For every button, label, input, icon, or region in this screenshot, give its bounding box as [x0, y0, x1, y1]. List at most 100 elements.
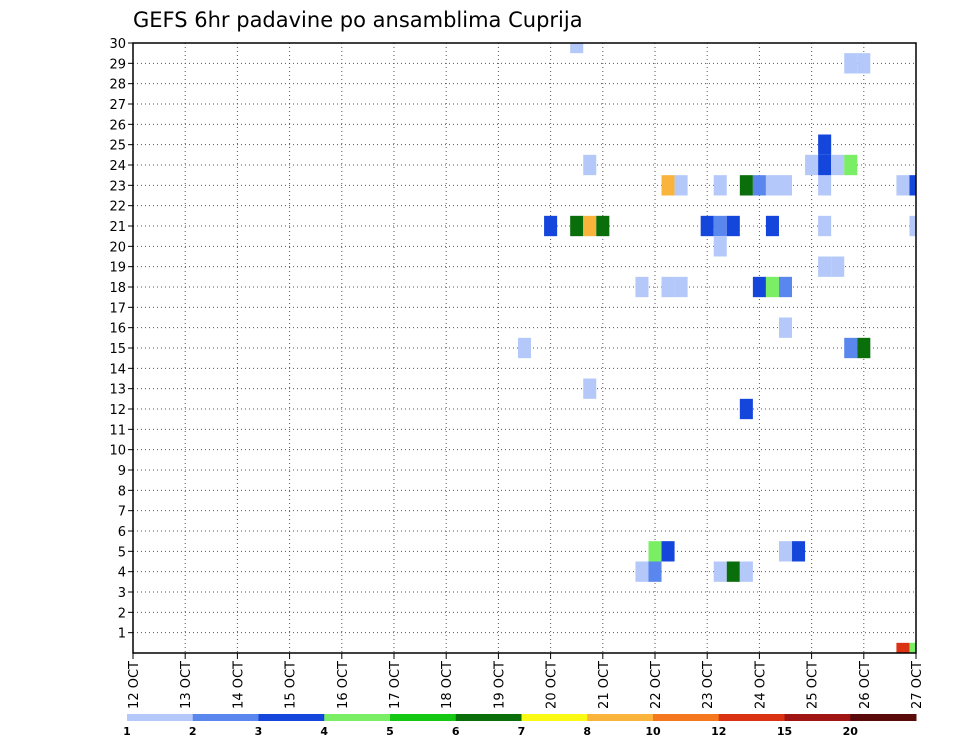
precip-cell — [818, 134, 832, 155]
x-tick-label: 21 OCT — [597, 661, 612, 709]
x-tick-label: 23 OCT — [701, 661, 716, 709]
colorbar-label: 10 — [645, 725, 661, 738]
y-tick-label: 13 — [109, 383, 126, 398]
precip-cell — [818, 256, 832, 277]
y-tick-label: 10 — [109, 444, 126, 459]
precip-cell — [805, 154, 819, 176]
precip-cell — [583, 378, 597, 399]
precip-cell — [661, 276, 675, 298]
colorbar-label: 6 — [452, 725, 460, 738]
y-tick-label: 19 — [109, 261, 126, 276]
precip-cell — [778, 175, 793, 196]
precip-cell — [713, 175, 727, 196]
x-tick-label: 18 OCT — [440, 661, 455, 709]
precip-cell — [726, 561, 740, 582]
precip-cell — [909, 642, 916, 653]
precip-cell — [765, 215, 779, 237]
x-tick-label: 26 OCT — [858, 661, 873, 709]
y-tick-label: 27 — [109, 98, 126, 113]
precip-cell — [765, 175, 779, 196]
y-tick-label: 4 — [118, 566, 126, 581]
chart-title: GEFS 6hr padavine po ansamblima Cuprija — [133, 8, 583, 32]
y-tick-label: 2 — [118, 606, 126, 621]
precip-cell — [726, 215, 740, 237]
y-tick-label: 22 — [109, 200, 126, 215]
x-tick-label: 13 OCT — [179, 661, 194, 709]
y-tick-label: 14 — [109, 362, 126, 377]
precip-cell — [648, 561, 662, 582]
x-tick-label: 22 OCT — [649, 661, 664, 709]
y-tick-label: 30 — [109, 37, 126, 52]
precip-cell — [570, 43, 584, 54]
precip-cell — [648, 541, 662, 562]
precip-cell — [661, 541, 675, 562]
colorbar-label: 1 — [123, 725, 131, 738]
precip-cell — [909, 215, 916, 237]
precip-cell — [909, 175, 916, 196]
y-tick-label: 1 — [118, 627, 126, 642]
precip-cell — [635, 276, 649, 298]
y-tick-label: 24 — [109, 159, 126, 174]
y-tick-label: 5 — [118, 545, 126, 560]
precip-cell — [739, 175, 753, 196]
precip-cell — [818, 154, 832, 176]
colorbar-label: 3 — [255, 725, 263, 738]
x-tick-label: 24 OCT — [753, 661, 768, 709]
y-tick-label: 29 — [109, 57, 126, 72]
y-tick-label: 7 — [118, 505, 126, 520]
x-tick-label: 19 OCT — [492, 661, 507, 709]
grid-lines — [133, 43, 916, 653]
precip-cell — [857, 337, 871, 359]
x-axis: 12 OCT 13 OCT 14 OCT 15 OCT 16 OCT 17 OCT 18 O… — [127, 653, 925, 709]
colorbar-swatch — [784, 714, 851, 721]
precip-cell — [713, 561, 727, 582]
x-tick-label: 20 OCT — [545, 661, 560, 709]
x-tick-label: 15 OCT — [284, 661, 299, 709]
y-tick-label: 6 — [118, 525, 126, 540]
precip-cell — [570, 215, 584, 237]
precip-cell — [844, 154, 858, 176]
colorbar-swatch — [653, 714, 720, 721]
precip-cell — [752, 175, 766, 196]
colorbar-label: 20 — [843, 725, 859, 738]
precip-cell — [739, 561, 753, 582]
colorbar-swatch — [718, 714, 785, 721]
precip-cell — [674, 175, 688, 196]
x-tick-label: 12 OCT — [127, 661, 142, 709]
colorbar: 1 2 3 4 5 6 7 8 10 12 15 20 — [123, 714, 917, 738]
precip-cell — [765, 276, 779, 298]
precip-cell — [818, 175, 832, 196]
precip-cell — [517, 337, 532, 359]
y-tick-label: 20 — [109, 240, 126, 255]
precip-cell — [896, 175, 910, 196]
precip-cell — [583, 215, 597, 237]
colorbar-swatch — [521, 714, 588, 721]
precip-cell — [792, 541, 806, 562]
precip-cell — [713, 236, 727, 257]
colorbar-label: 8 — [583, 725, 591, 738]
y-tick-label: 26 — [109, 118, 126, 133]
precip-cell — [831, 256, 845, 277]
y-tick-label: 11 — [109, 423, 126, 438]
colorbar-swatch — [127, 714, 194, 721]
y-tick-label: 8 — [118, 484, 126, 499]
y-tick-label: 3 — [118, 586, 126, 601]
colorbar-swatch — [258, 714, 325, 721]
y-tick-label: 17 — [109, 301, 126, 316]
y-tick-label: 28 — [109, 78, 126, 93]
precip-cell — [896, 642, 910, 653]
colorbar-swatch — [324, 714, 391, 721]
x-tick-label: 14 OCT — [231, 661, 246, 709]
x-tick-label: 16 OCT — [336, 661, 351, 709]
precip-cell — [635, 561, 649, 582]
colorbar-swatch — [390, 714, 457, 721]
precip-cell — [596, 215, 610, 237]
precip-cell — [844, 53, 858, 74]
colorbar-label: 7 — [518, 725, 526, 738]
precip-cell — [739, 398, 753, 420]
precip-cell — [700, 215, 714, 237]
colorbar-swatch — [192, 714, 259, 721]
y-tick-label: 15 — [109, 342, 126, 357]
precip-cell — [778, 541, 793, 562]
